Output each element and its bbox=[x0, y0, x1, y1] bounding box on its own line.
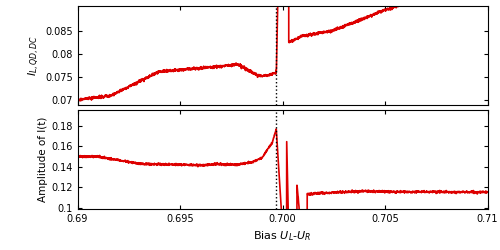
Y-axis label: $I_{L,QD,DC}$: $I_{L,QD,DC}$ bbox=[27, 35, 42, 76]
Y-axis label: Amplitude of I(t): Amplitude of I(t) bbox=[38, 117, 48, 202]
X-axis label: Bias $U_L$-$U_R$: Bias $U_L$-$U_R$ bbox=[254, 229, 312, 243]
